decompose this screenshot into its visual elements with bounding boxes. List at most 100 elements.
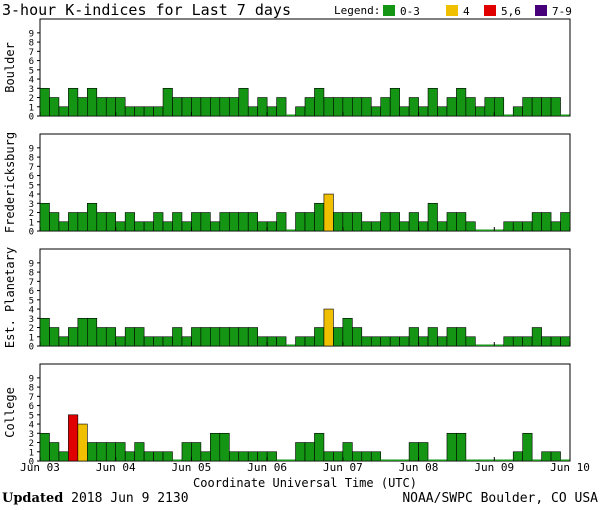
kindex-bar: [446, 212, 457, 232]
y-tick-label: 2: [29, 94, 34, 104]
kindex-bar: [389, 336, 400, 347]
kindex-bar: [58, 451, 69, 462]
kindex-bar: [380, 97, 391, 117]
kindex-bar: [143, 451, 154, 462]
y-tick-label: 6: [29, 57, 34, 67]
y-tick-label: 4: [29, 76, 34, 86]
kindex-bar: [286, 229, 296, 231]
kindex-bar: [512, 336, 523, 347]
y-tick-label: 0: [29, 343, 34, 353]
kindex-bar: [437, 221, 448, 232]
kindex-bar: [143, 336, 154, 347]
kindex-bar: [408, 212, 419, 232]
x-tick-label: Jun 04: [96, 461, 136, 474]
kindex-bar: [342, 212, 353, 232]
kindex-bar: [210, 221, 221, 232]
kindex-bar: [465, 97, 476, 117]
kindex-bar: [49, 97, 60, 117]
y-tick-label: 1: [29, 333, 34, 343]
kindex-bar: [522, 97, 533, 117]
kindex-bar: [550, 221, 561, 232]
kindex-bar: [456, 432, 467, 462]
kindex-bar: [276, 97, 287, 117]
kindex-bar: [200, 97, 211, 117]
kindex-bar: [153, 106, 164, 117]
kindex-bar: [105, 212, 117, 232]
kindex-bar: [304, 212, 315, 232]
kindex-bar: [333, 327, 344, 347]
kindex-bar: [257, 221, 268, 232]
kindex-bar: [68, 87, 79, 117]
kindex-bar: [115, 336, 126, 347]
kindex-bar: [162, 221, 173, 232]
kindex-bar: [380, 212, 391, 232]
kindex-bar: [399, 221, 410, 232]
y-tick-label: 6: [29, 172, 34, 182]
panel-label-college: College: [3, 387, 17, 438]
legend-entry-5-6: 5,6: [501, 5, 521, 18]
kindex-bar: [77, 423, 88, 462]
kindex-bar: [105, 97, 117, 117]
kindex-bar: [399, 106, 410, 117]
kindex-bar: [124, 106, 135, 117]
kindex-bar: [191, 97, 202, 117]
kindex-bar: [143, 221, 154, 232]
y-tick-label: 6: [29, 287, 34, 297]
kindex-bar: [512, 451, 523, 462]
kindex-bar: [522, 221, 533, 232]
kindex-bar: [484, 459, 495, 461]
kindex-bar: [87, 317, 98, 347]
legend-entry-4: 4: [463, 5, 470, 18]
y-tick-label: 5: [29, 296, 34, 306]
kindex-bar: [162, 87, 173, 117]
kindex-bar: [484, 97, 495, 117]
kindex-bar: [512, 221, 523, 232]
y-tick-label: 7: [29, 278, 34, 288]
kindex-bar: [115, 97, 126, 117]
legend-entry-0-3: 0-3: [400, 5, 420, 18]
kindex-bar: [503, 459, 514, 461]
y-tick-label: 2: [29, 209, 34, 219]
kindex-bar: [210, 432, 221, 462]
kindex-bar: [143, 106, 154, 117]
kindex-bar: [219, 327, 230, 347]
kindex-bar: [266, 336, 277, 347]
y-tick-label: 0: [29, 458, 34, 468]
y-tick-label: 4: [29, 421, 34, 431]
kindex-bar: [314, 202, 325, 232]
kindex-bar: [541, 97, 552, 117]
kindex-bar: [333, 97, 344, 117]
kindex-bar: [418, 336, 429, 347]
kindex-bar: [49, 327, 60, 347]
kindex-bar: [228, 97, 240, 117]
kindex-bar: [58, 106, 69, 117]
kindex-bar: [531, 97, 542, 117]
kindex-bar: [49, 442, 60, 462]
kindex-bar: [257, 97, 268, 117]
y-tick-label: 9: [29, 259, 34, 269]
kindex-bar: [333, 451, 344, 462]
kindex-bar: [323, 451, 334, 462]
kindex-bar: [475, 459, 485, 461]
kindex-bar: [153, 451, 164, 462]
y-tick-label: 3: [29, 430, 34, 440]
kindex-bar: [361, 451, 372, 462]
kindex-bar: [172, 97, 183, 117]
kindex-bar: [200, 212, 211, 232]
kindex-bar: [96, 97, 107, 117]
kindex-bar: [124, 451, 135, 462]
y-tick-label: 8: [29, 154, 34, 164]
kindex-bar: [370, 451, 382, 462]
kindex-bar: [370, 336, 382, 347]
kindex-bar: [370, 106, 382, 117]
panel-label-est-planetary: Est. Planetary: [3, 247, 17, 348]
kindex-bar: [494, 229, 504, 231]
y-tick-label: 7: [29, 393, 34, 403]
kindex-bar: [77, 97, 88, 117]
kindex-bar: [96, 327, 107, 347]
kindex-bar: [437, 336, 448, 347]
kindex-bar: [238, 87, 249, 117]
kindex-bar: [503, 221, 514, 232]
kindex-bar: [475, 229, 485, 231]
kindex-bar: [437, 459, 447, 461]
